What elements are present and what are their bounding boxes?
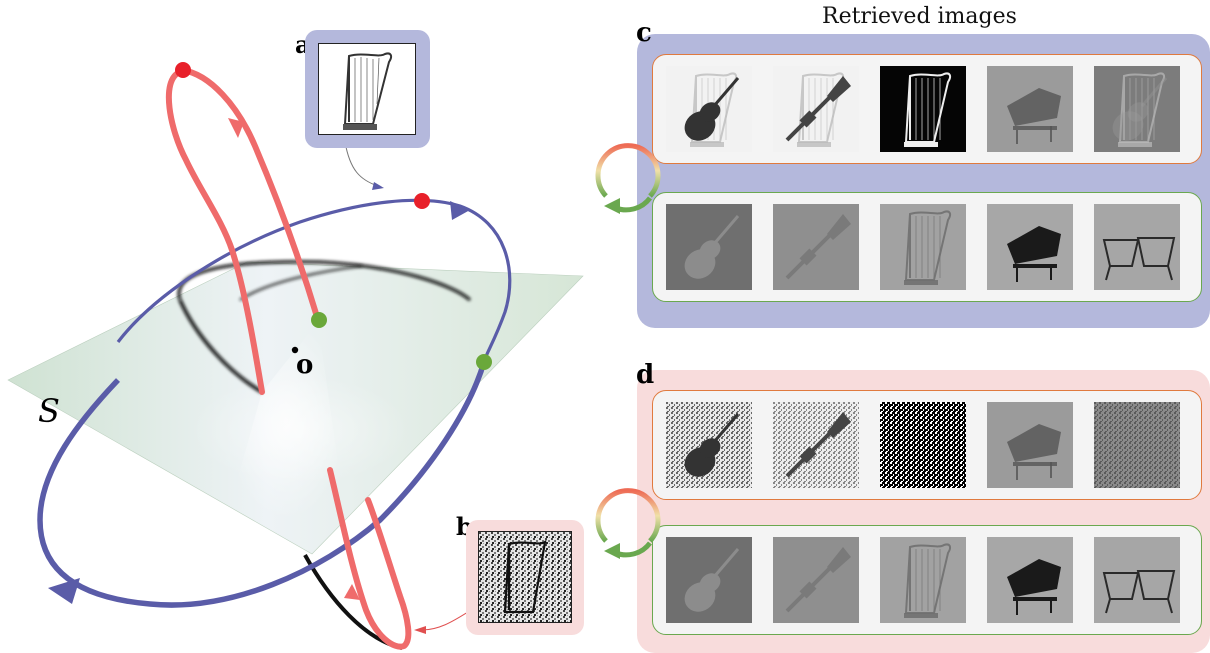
- retrieved-image-harp-faint: [880, 204, 966, 290]
- panel-c: [637, 34, 1210, 328]
- inset-b-frame: [478, 531, 572, 623]
- panel-c-row-1: [652, 54, 1202, 164]
- retrieved-image-harp-inverted: [880, 66, 966, 152]
- panel-d-row-1: [652, 390, 1202, 500]
- shadow-arc-3: [239, 265, 363, 301]
- panel-d: [637, 370, 1210, 653]
- retrieved-image-trumpet-faint: [773, 537, 859, 623]
- orbit-scene: [7, 62, 584, 650]
- retrieved-image-violin-faint: [666, 537, 752, 623]
- red-arrow-top: [228, 118, 244, 138]
- retrieved-image-violin-over-harp: [666, 66, 752, 152]
- retrieved-image-violin-faint: [666, 204, 752, 290]
- label-c: c: [636, 18, 652, 48]
- retrieved-image-harp-ghost: [1094, 66, 1180, 152]
- red-orbit-lower: [327, 467, 412, 650]
- retrieved-image-piano: [987, 204, 1073, 290]
- harp-image-noisy: [479, 532, 571, 622]
- retrieved-image-timpani: [1094, 204, 1180, 290]
- retrieved-image-piano-faint: [987, 66, 1073, 152]
- retrieved-image-trumpet-faint: [773, 204, 859, 290]
- retrieved-image-noise-bw: [880, 402, 966, 488]
- connector-a: [344, 141, 379, 187]
- panel-d-row-2: [652, 525, 1202, 635]
- red-arrow-bottom: [344, 584, 360, 600]
- retrieved-image-noise-gray: [1094, 402, 1180, 488]
- retrieved-image-trumpet-over-harp: [773, 66, 859, 152]
- panel-c-row-2: [652, 192, 1202, 302]
- origin-dot: [291, 346, 299, 354]
- retrieved-image-trumpet-noisy: [773, 402, 859, 488]
- red-orbit-upper-right: [179, 67, 321, 323]
- connector-b: [421, 611, 469, 631]
- inset-b: [466, 520, 584, 635]
- retrieved-image-harp-faint: [880, 537, 966, 623]
- label-plane-s: S: [38, 392, 60, 430]
- retrieved-images-title: Retrieved images: [822, 4, 1017, 29]
- retrieved-image-piano-faint: [987, 402, 1073, 488]
- connector-b-head: [414, 626, 426, 634]
- connector-a-head: [372, 182, 384, 190]
- cycle-arrow-d: [595, 488, 661, 559]
- red-point-top: [175, 62, 191, 78]
- inset-a: [305, 30, 430, 148]
- inset-a-frame: [318, 43, 416, 135]
- blue-arrow-top: [450, 201, 470, 220]
- plane-glow: [190, 375, 410, 485]
- harp-image-clean: [343, 52, 393, 130]
- green-point-center: [311, 312, 327, 328]
- label-origin: o: [296, 350, 314, 380]
- blue-arrow-bottom: [48, 578, 80, 604]
- blue-orbit-lower: [37, 361, 487, 608]
- red-point-blue-orbit: [414, 193, 430, 209]
- green-point-right: [476, 354, 492, 370]
- shadow-arc-2: [178, 299, 263, 394]
- retrieved-image-violin-noisy: [666, 402, 752, 488]
- label-d: d: [636, 360, 655, 390]
- retrieved-image-timpani: [1094, 537, 1180, 623]
- red-orbit-upper: [165, 69, 265, 395]
- cycle-arrow-c: [595, 143, 661, 214]
- retrieved-image-piano: [987, 537, 1073, 623]
